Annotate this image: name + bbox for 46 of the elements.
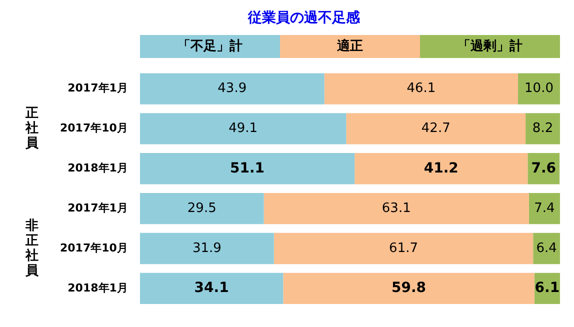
data-label: 49.1 — [228, 121, 258, 136]
data-label: 51.1 — [230, 160, 265, 176]
y-tick-label: 2018年1月 — [68, 281, 128, 294]
chart-title: 従業員の過不足感 — [247, 10, 361, 26]
bar — [518, 73, 560, 104]
bar — [140, 153, 355, 184]
data-label: 59.8 — [392, 280, 426, 296]
y-tick-label: 2017年10月 — [60, 122, 128, 135]
text: 非正社員 — [24, 218, 40, 278]
bar — [283, 272, 534, 304]
data-label: 7.4 — [534, 200, 555, 216]
bar — [264, 192, 529, 224]
bar — [140, 232, 274, 264]
bar — [324, 73, 518, 104]
data-label: 6.4 — [536, 240, 557, 256]
series-label: 適正 — [280, 35, 420, 58]
y-tick-label: 2017年1月 — [68, 201, 128, 214]
text: 正社員 — [24, 106, 40, 152]
bar — [526, 113, 560, 144]
bar — [140, 192, 264, 224]
bar — [533, 232, 560, 264]
data-label: 7.6 — [531, 160, 556, 176]
data-label: 61.7 — [389, 240, 418, 256]
bar — [140, 272, 284, 304]
data-label: 6.1 — [534, 280, 560, 296]
data-label: 34.1 — [194, 280, 229, 296]
data-label: 41.2 — [424, 160, 458, 176]
y-tick-label: 2018年1月 — [68, 161, 128, 174]
series-label: 「過剰」計 — [420, 35, 560, 58]
data-label: 63.1 — [382, 200, 411, 216]
bar — [140, 73, 324, 104]
bar — [528, 192, 560, 224]
data-label: 10.0 — [524, 81, 554, 96]
bar — [140, 113, 346, 144]
series-label: 「不足」計 — [140, 35, 280, 58]
data-label: 43.9 — [218, 81, 247, 96]
bar — [354, 153, 528, 184]
y-tick-label: 2017年1月 — [68, 82, 128, 95]
data-label: 42.7 — [421, 121, 450, 136]
bar — [274, 232, 534, 264]
y-tick-label: 2017年10月 — [60, 241, 128, 254]
data-label: 8.2 — [532, 121, 554, 136]
data-label: 29.5 — [187, 200, 216, 216]
data-label: 31.9 — [192, 240, 222, 256]
data-label: 46.1 — [406, 81, 436, 96]
bar — [346, 113, 526, 144]
